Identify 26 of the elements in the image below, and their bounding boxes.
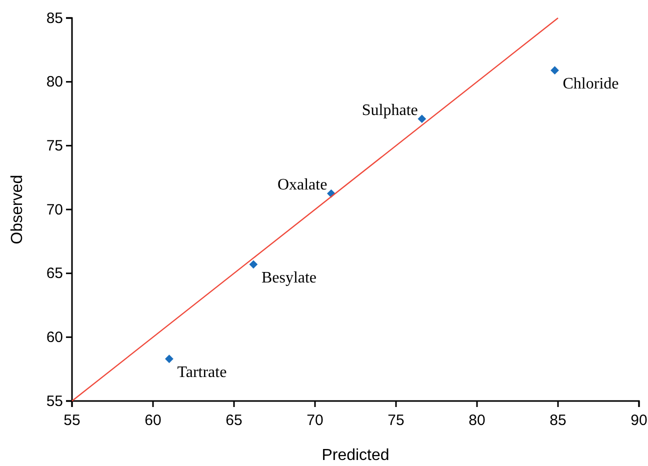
- y-tick-label: 60: [46, 328, 63, 346]
- x-tick-label: 60: [144, 412, 162, 429]
- y-tick-label: 85: [46, 10, 63, 27]
- x-tick-label: 85: [550, 412, 566, 429]
- y-tick-label: 80: [46, 74, 63, 91]
- point: [418, 114, 426, 124]
- point: [249, 260, 258, 269]
- y-tick-label: 70: [46, 201, 63, 218]
- annotation: Oxalate: [277, 176, 328, 194]
- annotation: Besylate: [261, 269, 317, 286]
- x-tick-label: 80: [468, 412, 486, 429]
- x-tick-label: 55: [64, 412, 80, 429]
- point: [165, 354, 174, 364]
- x-tick-label: 75: [388, 412, 404, 429]
- annotation: Sulphate: [362, 102, 418, 119]
- x-axis-title: Predicted: [322, 447, 390, 464]
- x-tick-label: 90: [630, 412, 648, 429]
- x-tick-label: 70: [306, 412, 324, 429]
- y-tick-label: 65: [46, 265, 63, 282]
- y-axis-title: Observed: [9, 174, 26, 244]
- y-tick-label: 75: [46, 137, 63, 154]
- y-tick-label: 55: [46, 392, 63, 410]
- x-tick-label: 65: [226, 412, 242, 429]
- point: [550, 66, 559, 75]
- annotation: Chloride: [562, 75, 619, 92]
- annotation: Tartrate: [177, 364, 227, 381]
